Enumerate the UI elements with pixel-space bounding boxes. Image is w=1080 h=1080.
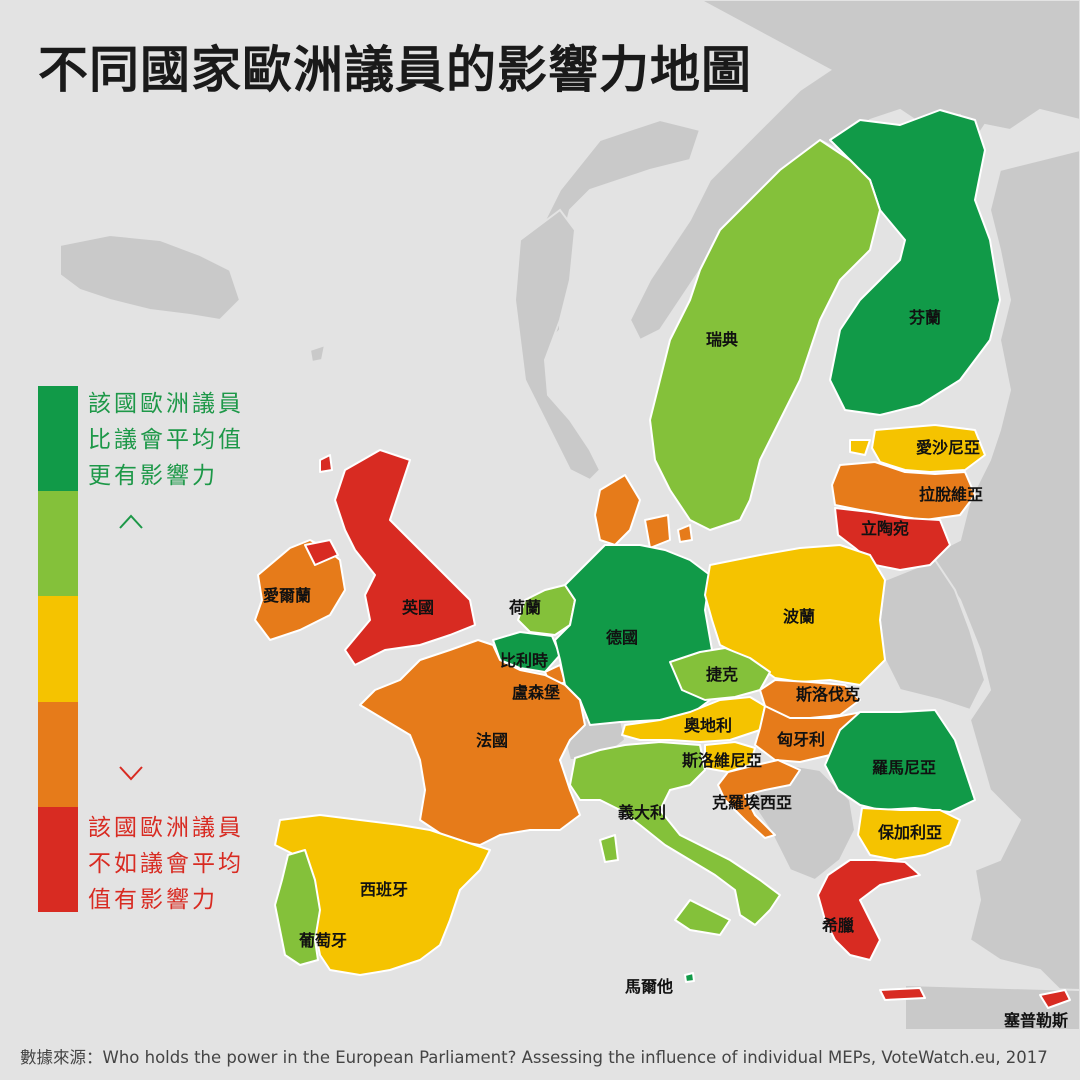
ireland bbox=[254, 539, 346, 641]
denmark bbox=[594, 474, 693, 549]
label-poland: 波蘭 bbox=[783, 607, 815, 626]
legend-bottom-label: 該國歐洲議員 不如議會平均 值有影響力 bbox=[88, 815, 244, 913]
united-kingdom bbox=[304, 449, 476, 666]
label-sweden: 瑞典 bbox=[706, 330, 738, 349]
label-croatia: 克羅埃西亞 bbox=[712, 793, 792, 812]
legend-double-arrow-icon bbox=[119, 514, 143, 781]
data-source: 數據來源：Who holds the power in the European… bbox=[20, 1048, 1048, 1067]
portugal bbox=[274, 849, 321, 966]
estonia bbox=[849, 424, 986, 473]
label-slovakia: 斯洛伐克 bbox=[796, 685, 860, 704]
romania bbox=[824, 709, 976, 813]
label-latvia: 拉脫維亞 bbox=[919, 485, 983, 504]
label-italy: 義大利 bbox=[618, 803, 666, 822]
label-bulgaria: 保加利亞 bbox=[877, 823, 942, 842]
label-uk: 英國 bbox=[401, 598, 434, 617]
sweden bbox=[649, 139, 881, 531]
label-hungary: 匈牙利 bbox=[776, 730, 825, 749]
map-title: 不同國家歐洲議員的影響力地圖 bbox=[38, 41, 752, 99]
greece bbox=[817, 859, 926, 1001]
label-spain: 西班牙 bbox=[360, 880, 408, 899]
label-luxembourg: 盧森堡 bbox=[512, 683, 560, 702]
label-cyprus: 塞普勒斯 bbox=[1004, 1011, 1068, 1030]
label-greece: 希臘 bbox=[822, 916, 854, 935]
label-netherlands: 荷蘭 bbox=[509, 598, 541, 617]
bulgaria bbox=[857, 807, 961, 861]
label-belgium: 比利時 bbox=[500, 651, 548, 670]
croatia bbox=[717, 759, 801, 839]
legend-top-label: 該國歐洲議員 比議會平均值 更有影響力 bbox=[88, 391, 244, 489]
label-finland: 芬蘭 bbox=[908, 308, 941, 327]
legend-swatch-3 bbox=[38, 596, 78, 702]
label-portugal: 葡萄牙 bbox=[298, 931, 347, 950]
latvia bbox=[831, 461, 976, 521]
italy bbox=[569, 741, 781, 936]
cyprus bbox=[1039, 989, 1071, 1009]
legend-color-scale bbox=[38, 386, 78, 912]
france bbox=[359, 639, 586, 846]
czechia bbox=[669, 647, 771, 701]
label-estonia: 愛沙尼亞 bbox=[916, 438, 980, 457]
legend-swatch-2 bbox=[38, 491, 78, 597]
non-eu-land bbox=[59, 0, 1080, 1031]
legend-swatch-1 bbox=[38, 386, 78, 492]
label-malta: 馬爾他 bbox=[625, 977, 673, 996]
label-lithuania: 立陶宛 bbox=[861, 519, 909, 538]
label-france: 法國 bbox=[476, 731, 508, 750]
label-romania: 羅馬尼亞 bbox=[872, 758, 936, 777]
label-germany: 德國 bbox=[606, 628, 638, 647]
malta bbox=[684, 972, 695, 983]
label-ireland: 愛爾蘭 bbox=[263, 586, 311, 605]
label-czechia: 捷克 bbox=[706, 665, 738, 684]
legend-swatch-4 bbox=[38, 701, 78, 807]
poland bbox=[704, 544, 886, 686]
legend-swatch-5 bbox=[38, 806, 78, 912]
label-slovenia: 斯洛維尼亞 bbox=[682, 751, 762, 770]
label-austria: 奧地利 bbox=[684, 716, 732, 735]
